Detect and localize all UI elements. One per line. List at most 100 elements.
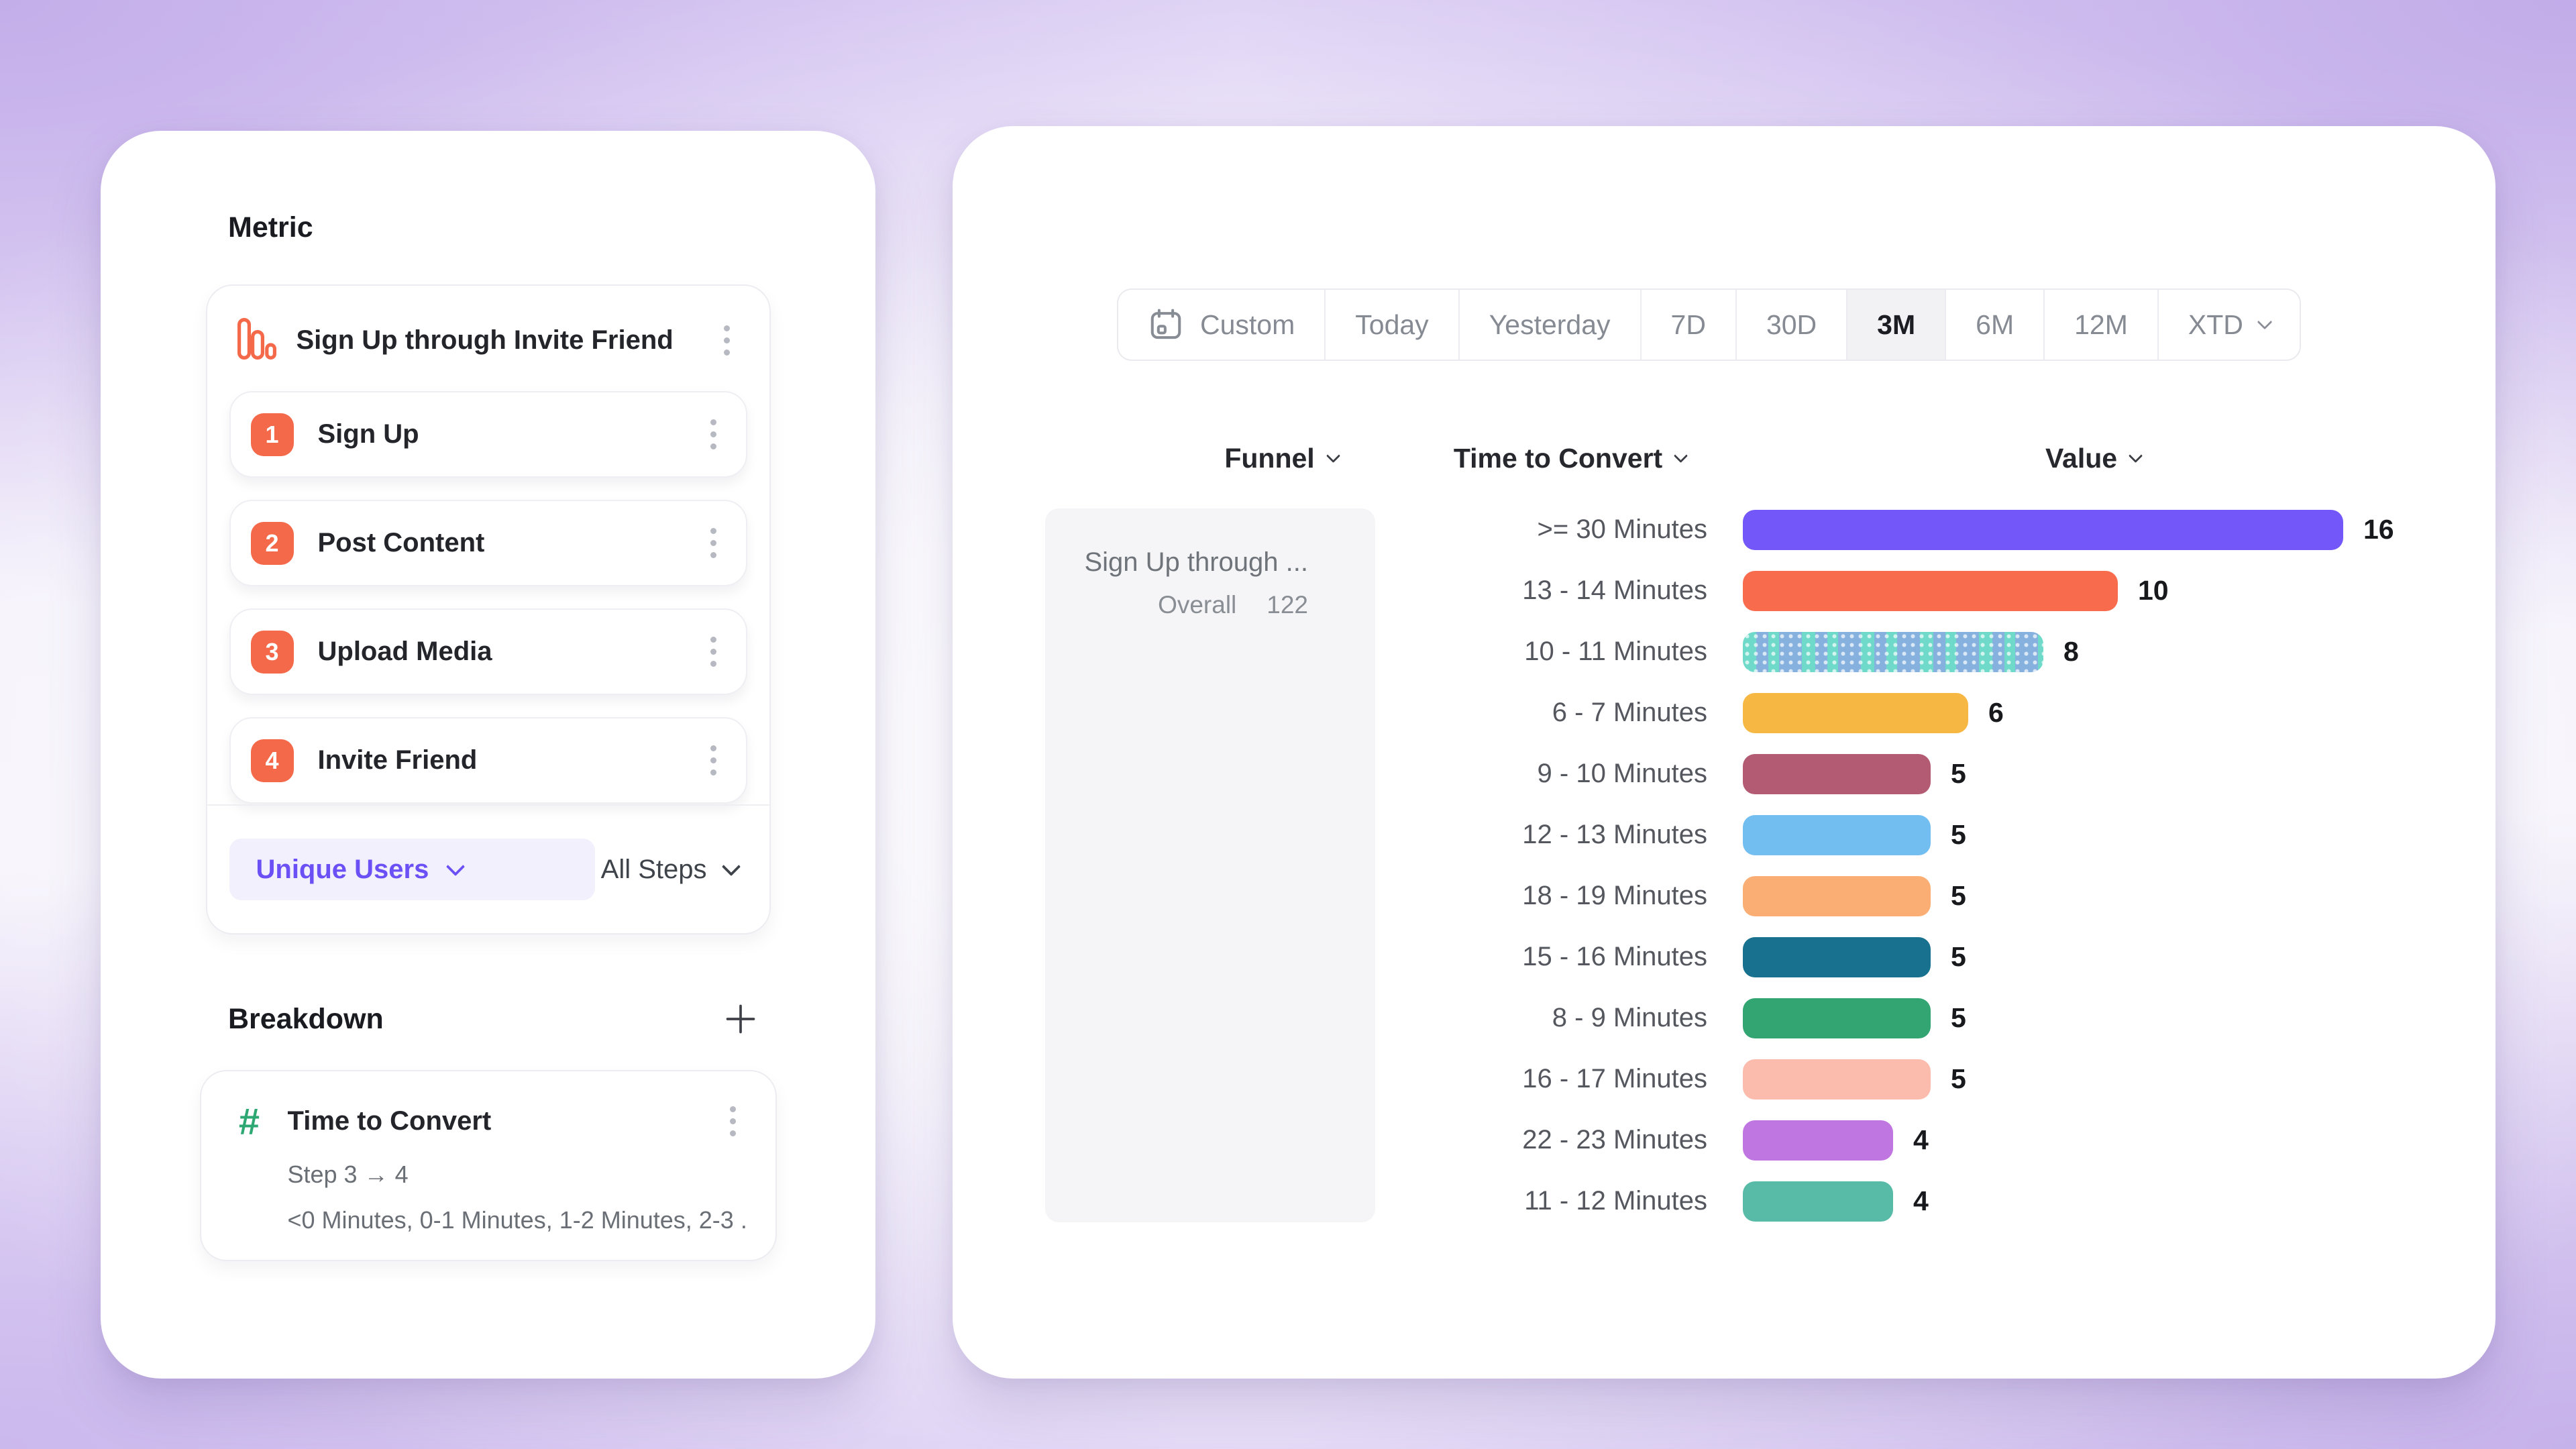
date-option-label: 3M: [1877, 309, 1916, 340]
value-bar[interactable]: [1743, 753, 1931, 794]
step-menu-kebab-icon[interactable]: [710, 540, 716, 546]
metric-builder-footer: Unique Users All Steps: [207, 804, 769, 933]
column-header-time-to-convert[interactable]: Time to Convert: [1415, 443, 1724, 474]
date-option-label: Custom: [1200, 309, 1295, 340]
step-label: Invite Friend: [317, 745, 478, 775]
step-label: Upload Media: [317, 637, 492, 666]
date-option-xtd[interactable]: XTD: [2157, 290, 2300, 360]
chart-row: 8 - 9 Minutes 5: [953, 987, 2496, 1049]
value-bar[interactable]: [1743, 509, 2343, 550]
bar-value: 5: [1951, 758, 1966, 789]
chart-row: 12 - 13 Minutes 5: [953, 804, 2496, 865]
bar-value: 5: [1951, 1002, 1966, 1033]
value-bar[interactable]: [1743, 1059, 1931, 1099]
bucket-label: 9 - 10 Minutes: [1537, 759, 1707, 788]
chevron-down-icon: [446, 857, 466, 877]
funnel-summary-panel[interactable]: Sign Up through ... Overall 122: [1045, 508, 1375, 1222]
bar-value: 5: [1951, 1063, 1966, 1094]
date-option-label: 12M: [2074, 309, 2128, 340]
funnel-metric-icon: [237, 317, 276, 363]
value-bar[interactable]: [1743, 998, 1931, 1038]
chevron-down-icon: [1674, 448, 1688, 464]
report-table-headers: Funnel Time to Convert Value: [953, 443, 2496, 483]
bucket-label: 10 - 11 Minutes: [1524, 637, 1707, 666]
date-option-custom[interactable]: Custom: [1118, 290, 1325, 360]
step-menu-kebab-icon[interactable]: [710, 431, 716, 437]
value-bar[interactable]: [1743, 936, 1931, 977]
breakdown-menu-kebab-icon[interactable]: [729, 1118, 736, 1124]
funnel-steps-list: 1 Sign Up 2 Post Content 3 Upload Media …: [229, 391, 747, 804]
chart-row: 15 - 16 Minutes 5: [953, 926, 2496, 987]
step-label: Post Content: [317, 528, 485, 557]
steps-scope-dropdown[interactable]: All Steps: [601, 855, 741, 885]
value-bar[interactable]: [1743, 814, 1931, 855]
bucket-label: 8 - 9 Minutes: [1552, 1003, 1707, 1032]
overall-label: Overall: [1158, 591, 1237, 619]
funnel-step-row[interactable]: 3 Upload Media: [229, 608, 747, 695]
bar-chart-rows: >= 30 Minutes 16 13 - 14 Minutes 10 10 -…: [953, 499, 2496, 1232]
column-header-label: Value: [2045, 443, 2118, 474]
chart-row: 10 - 11 Minutes 8: [953, 621, 2496, 682]
column-header-funnel[interactable]: Funnel: [1194, 443, 1368, 474]
date-range-control: Custom Today Yesterday 7D 30D 3M 6M 12M …: [1117, 288, 2301, 361]
bar-value: 5: [1951, 819, 1966, 850]
breakdown-section-title: Breakdown: [228, 1002, 384, 1035]
add-breakdown-button[interactable]: [723, 1002, 758, 1036]
chart-row: 13 - 14 Minutes 10: [953, 560, 2496, 621]
chevron-down-icon: [2128, 448, 2143, 464]
bar-value: 5: [1951, 880, 1966, 911]
funnel-step-row[interactable]: 4 Invite Friend: [229, 717, 747, 804]
metric-section-title: Metric: [228, 211, 313, 244]
chevron-down-icon: [1326, 448, 1340, 464]
chevron-down-icon: [721, 857, 741, 877]
step-menu-kebab-icon[interactable]: [710, 757, 716, 763]
step-number-badge: 2: [250, 521, 294, 565]
funnel-metric-name: Sign Up through Invite Friend: [296, 325, 674, 355]
breakdown-item-row: # Time to Convert: [231, 1099, 745, 1143]
column-header-value[interactable]: Value: [1999, 443, 2187, 474]
funnel-metric-header[interactable]: Sign Up through Invite Friend: [207, 286, 769, 363]
funnel-step-row[interactable]: 1 Sign Up: [229, 391, 747, 478]
date-option-12m[interactable]: 12M: [2043, 290, 2157, 360]
value-bar[interactable]: [1743, 570, 2118, 611]
chart-row: 22 - 23 Minutes 4: [953, 1110, 2496, 1171]
breakdown-header: Breakdown: [228, 1002, 758, 1036]
date-option-6m[interactable]: 6M: [1945, 290, 2044, 360]
column-header-label: Funnel: [1224, 443, 1315, 474]
step-menu-kebab-icon[interactable]: [710, 649, 716, 655]
bar-value: 4: [1913, 1124, 1929, 1155]
report-card: Custom Today Yesterday 7D 30D 3M 6M 12M …: [953, 126, 2496, 1379]
value-bar[interactable]: [1743, 692, 1968, 733]
date-option-label: 30D: [1766, 309, 1817, 340]
breakdown-item-card[interactable]: # Time to Convert Step 3 → 4 <0 Minutes,…: [199, 1070, 777, 1261]
date-option-yesterday[interactable]: Yesterday: [1458, 290, 1640, 360]
chart-row: 9 - 10 Minutes 5: [953, 743, 2496, 804]
counting-method-dropdown[interactable]: Unique Users: [229, 839, 595, 900]
bucket-label: 12 - 13 Minutes: [1522, 820, 1707, 849]
breakdown-step-range: Step 3 → 4: [287, 1161, 409, 1188]
date-option-label: 6M: [1976, 309, 2015, 340]
value-bar[interactable]: [1743, 875, 1931, 916]
date-option-label: XTD: [2188, 309, 2243, 340]
query-builder-panel: Metric Sign Up through Invite Friend 1 S…: [101, 131, 875, 1379]
date-option-3m[interactable]: 3M: [1846, 290, 1945, 360]
date-option-label: 7D: [1670, 309, 1706, 340]
funnel-step-row[interactable]: 2 Post Content: [229, 500, 747, 586]
date-option-label: Today: [1355, 309, 1429, 340]
value-bar[interactable]: [1743, 1181, 1893, 1222]
value-bar[interactable]: [1743, 631, 2043, 672]
bucket-label: 22 - 23 Minutes: [1522, 1125, 1707, 1155]
column-header-label: Time to Convert: [1453, 443, 1663, 474]
counting-method-label: Unique Users: [256, 854, 429, 884]
bucket-label: 11 - 12 Minutes: [1524, 1186, 1707, 1216]
funnel-menu-kebab-icon[interactable]: [723, 337, 730, 343]
bucket-label: 16 - 17 Minutes: [1522, 1064, 1707, 1093]
bar-value: 6: [1988, 697, 2004, 728]
bar-value: 5: [1951, 941, 1966, 972]
value-bar[interactable]: [1743, 1120, 1893, 1161]
date-option-30d[interactable]: 30D: [1735, 290, 1847, 360]
date-option-7d[interactable]: 7D: [1640, 290, 1735, 360]
bar-value: 4: [1913, 1185, 1929, 1216]
date-option-today[interactable]: Today: [1324, 290, 1458, 360]
